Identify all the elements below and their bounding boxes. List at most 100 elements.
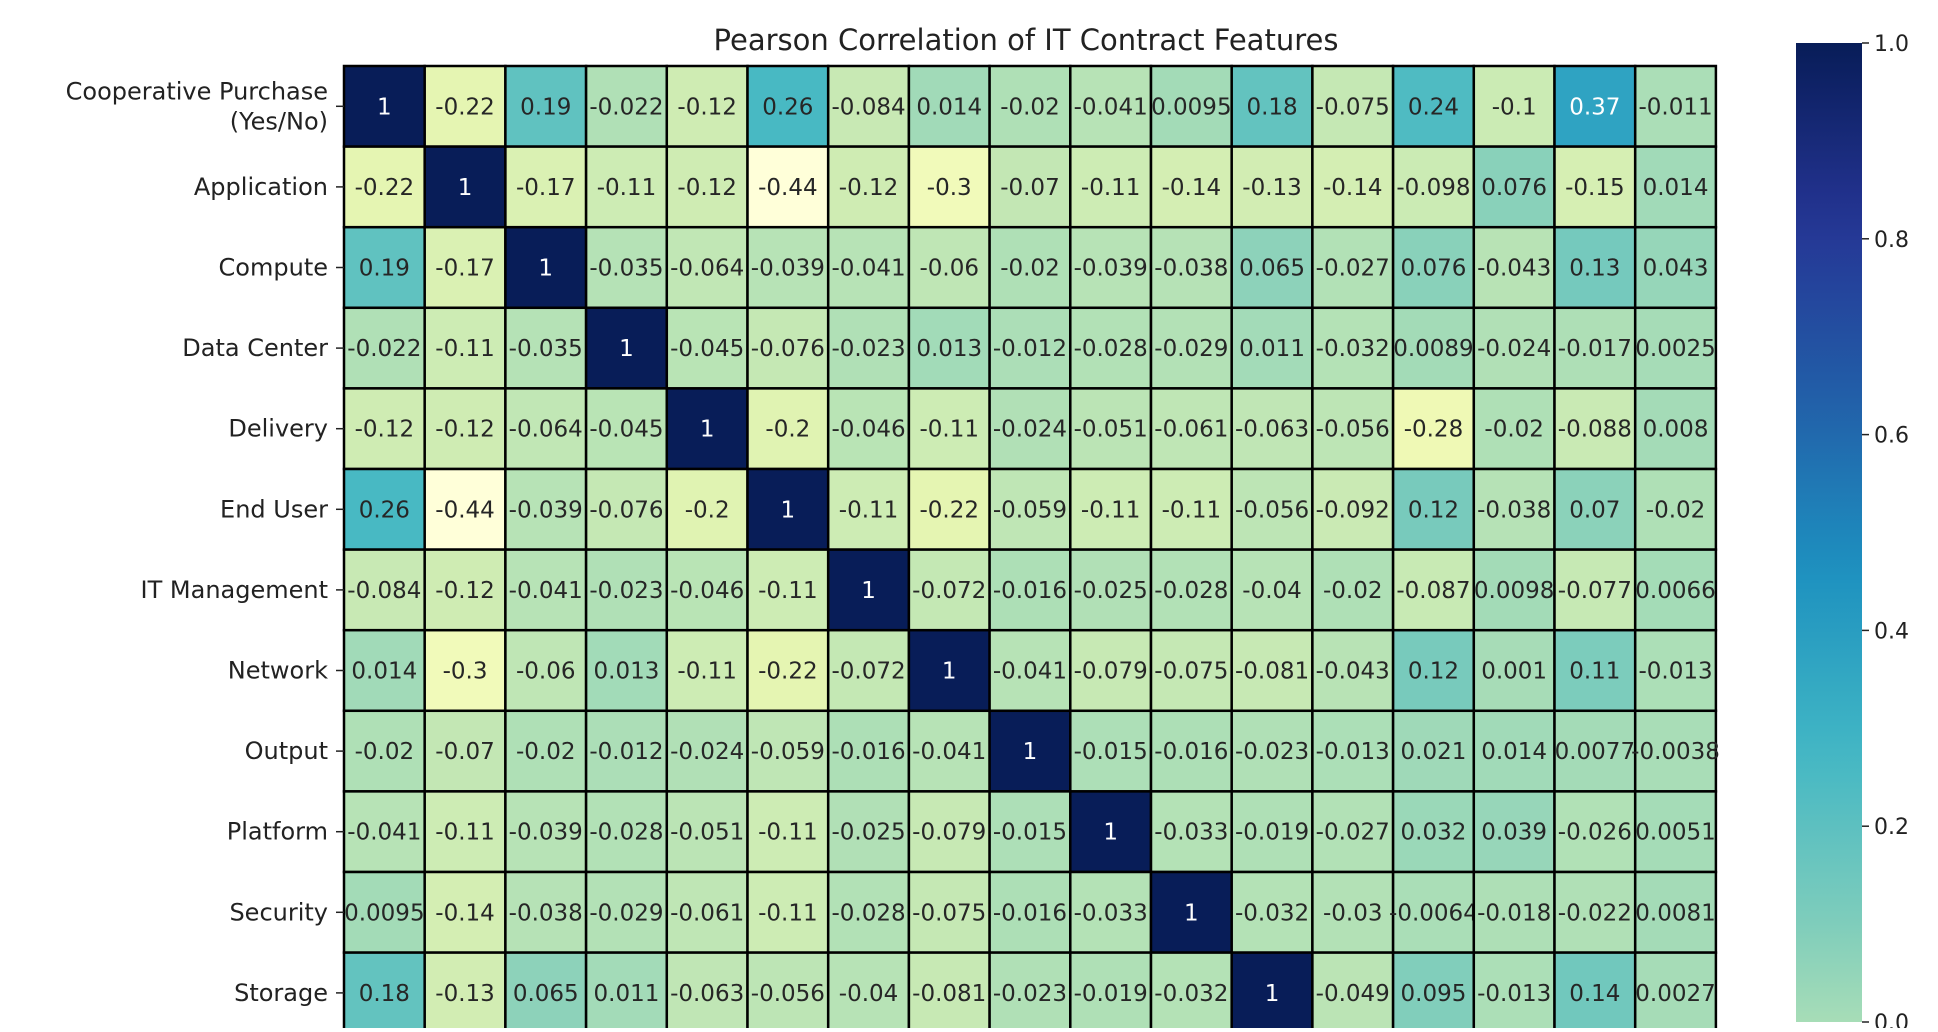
cell-value-label: 0.043 <box>1643 256 1709 282</box>
cell-value-label: -0.016 <box>993 900 1067 926</box>
cell-value-label: 0.18 <box>1246 94 1297 120</box>
cell-value-label: -0.016 <box>993 578 1067 604</box>
heatmap-cell <box>907 628 991 713</box>
heatmap-cell <box>1553 306 1637 390</box>
heatmap-cell <box>1633 387 1718 471</box>
heatmap-cell <box>988 387 1072 471</box>
cell-value-label: -0.11 <box>1081 175 1141 201</box>
heatmap-cell <box>1230 870 1314 954</box>
heatmap-cell <box>746 870 830 954</box>
cell-value-label: -0.046 <box>831 417 905 443</box>
cell-value-label: 0.0051 <box>1635 820 1715 846</box>
cell-value-label: 1 <box>538 256 553 282</box>
heatmap-cell <box>746 64 830 148</box>
cell-value-label: -0.051 <box>670 820 744 846</box>
heatmap-cell <box>584 628 669 713</box>
cell-value-label: -0.022 <box>1558 900 1632 926</box>
heatmap-cell <box>1391 387 1476 471</box>
cell-value-label: -0.023 <box>993 981 1067 1007</box>
cell-value-label: -0.051 <box>1074 417 1148 443</box>
heatmap-cell <box>342 951 426 1032</box>
heatmap-cell <box>1230 145 1314 229</box>
cell-value-label: -0.038 <box>509 900 583 926</box>
heatmap-cell <box>423 145 507 229</box>
cell-value-label: -0.02 <box>1000 94 1060 120</box>
heatmap-cell <box>1633 467 1718 551</box>
cell-value-label: -0.028 <box>1074 336 1148 362</box>
heatmap-cell <box>584 306 669 390</box>
cell-value-label: -0.023 <box>589 578 663 604</box>
cell-value-label: -0.028 <box>1154 578 1228 604</box>
cell-value-label: -0.016 <box>1154 739 1228 765</box>
cell-value-label: -0.072 <box>831 659 905 685</box>
cell-value-label: 0.001 <box>1481 659 1547 685</box>
cell-value-label: 0.011 <box>1239 336 1305 362</box>
cell-value-label: -0.15 <box>1565 175 1625 201</box>
heatmap-cell <box>1230 64 1314 148</box>
heatmap-cell <box>1633 628 1718 713</box>
cell-value-label: -0.02 <box>1484 417 1544 443</box>
heatmap-cell <box>907 225 991 310</box>
heatmap-cell <box>1391 709 1476 793</box>
cell-value-label: 0.14 <box>1569 981 1620 1007</box>
cell-value-label: -0.017 <box>1558 336 1632 362</box>
cell-value-label: -0.043 <box>1477 256 1551 282</box>
heatmap-cell <box>907 951 991 1032</box>
cell-value-label: -0.032 <box>1235 900 1309 926</box>
cell-value-label: -0.056 <box>751 981 825 1007</box>
heatmap-cell <box>584 467 669 551</box>
row-label: End User <box>220 495 328 523</box>
cell-value-label: 0.095 <box>1401 981 1467 1007</box>
heatmap-cell <box>1149 870 1233 954</box>
heatmap-cell <box>907 548 991 632</box>
cell-value-label: -0.079 <box>1074 659 1148 685</box>
cell-value-label: -0.056 <box>1235 497 1309 523</box>
cell-value-label: -0.44 <box>435 497 495 523</box>
cell-value-label: -0.11 <box>758 578 818 604</box>
cell-value-label: -0.022 <box>589 94 663 120</box>
cell-value-label: -0.02 <box>1000 256 1060 282</box>
heatmap-cell <box>1311 709 1395 793</box>
heatmap-cell <box>1149 225 1233 310</box>
cell-value-label: -0.11 <box>758 820 818 846</box>
row-label: Network <box>228 657 328 685</box>
cell-value-label: 0.0089 <box>1393 336 1473 362</box>
cell-value-label: -0.015 <box>1074 739 1148 765</box>
heatmap-cell <box>342 548 426 632</box>
cell-value-label: -0.013 <box>1316 739 1390 765</box>
cell-value-label: 1 <box>942 659 957 685</box>
heatmap-cell <box>1633 548 1718 632</box>
heatmap-cell <box>988 790 1072 874</box>
heatmap-cell <box>504 467 588 551</box>
heatmap-cell <box>1633 951 1718 1032</box>
cell-value-label: 0.014 <box>351 659 417 685</box>
cell-value-label: -0.041 <box>831 256 905 282</box>
heatmap-cell <box>907 306 991 390</box>
heatmap-cell <box>584 790 669 874</box>
cell-value-label: -0.11 <box>758 900 818 926</box>
heatmap-cell <box>665 387 749 471</box>
cell-value-label: 0.014 <box>916 94 982 120</box>
heatmap-cell <box>1069 628 1153 713</box>
cell-value-label: -0.041 <box>1074 94 1148 120</box>
cell-value-label: -0.023 <box>831 336 905 362</box>
cell-value-label: -0.059 <box>751 739 825 765</box>
heatmap-cell <box>826 628 911 713</box>
cell-value-label: -0.11 <box>1162 497 1222 523</box>
colorbar-tick-label: 0.2 <box>1874 815 1909 840</box>
cell-value-label: -0.012 <box>993 336 1067 362</box>
colorbar-tick-label: 0.8 <box>1874 228 1909 253</box>
heatmap-cell <box>504 790 588 874</box>
heatmap-cell <box>1311 306 1395 390</box>
cell-value-label: -0.025 <box>1074 578 1148 604</box>
cell-value-label: 0.26 <box>762 94 813 120</box>
heatmap-cell <box>988 628 1072 713</box>
row-label: Storage <box>234 979 328 1007</box>
heatmap-cell <box>1149 467 1233 551</box>
heatmap-cell <box>907 870 991 954</box>
heatmap-cell <box>584 145 669 229</box>
cell-value-label: -0.075 <box>1154 659 1228 685</box>
heatmap-cell <box>907 64 991 148</box>
heatmap-cell <box>1472 628 1556 713</box>
